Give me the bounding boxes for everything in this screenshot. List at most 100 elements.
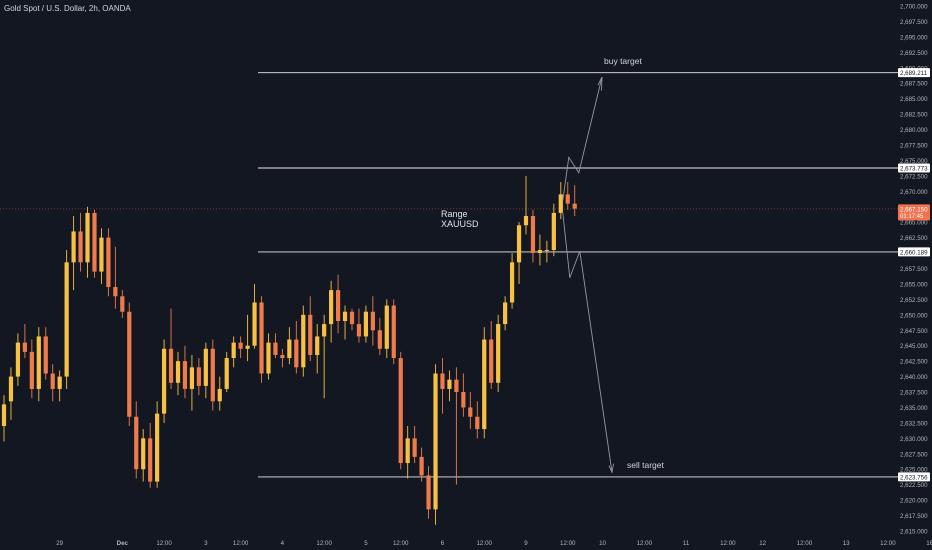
candle-body	[384, 305, 389, 349]
candle	[245, 314, 250, 362]
candle-body	[440, 373, 445, 389]
candle-body	[412, 438, 417, 457]
candle	[349, 308, 355, 331]
candle-body	[78, 231, 83, 263]
candle	[259, 296, 264, 383]
y-tick-label: 2,642.500	[900, 359, 928, 366]
candle	[482, 327, 487, 439]
current-price-text: 2,667.150	[900, 206, 928, 213]
candle-body	[468, 407, 473, 417]
x-tick-label: 12:00	[560, 540, 576, 547]
candle	[565, 182, 570, 210]
candle-body	[461, 392, 466, 408]
candle-body	[509, 262, 515, 303]
level-tag-bg	[898, 472, 930, 482]
y-tick-label: 2,647.500	[900, 328, 928, 335]
level-tag-bg	[898, 68, 930, 78]
candle-body	[398, 358, 403, 464]
y-tick-label: 2,632.500	[900, 420, 928, 427]
candle-body	[377, 330, 382, 349]
candle-body	[231, 342, 236, 359]
candle-body	[315, 336, 320, 355]
x-tick-label: 16	[926, 540, 932, 547]
candle	[266, 333, 271, 380]
candle-body	[516, 225, 522, 263]
candle	[161, 339, 167, 423]
y-tick-label: 2,670.000	[900, 189, 928, 196]
candle-body	[523, 216, 529, 226]
y-tick-label: 2,665.000	[900, 220, 928, 227]
candle	[182, 345, 188, 399]
candle	[370, 296, 375, 346]
candle-body	[280, 354, 285, 359]
candle-body	[36, 336, 41, 389]
candle	[537, 234, 543, 266]
candle	[516, 222, 522, 284]
candle	[231, 336, 236, 368]
candle	[50, 364, 55, 402]
candle	[287, 327, 292, 365]
chart-title: Gold Spot / U.S. Dollar, 2h, OANDA	[4, 4, 131, 13]
symbol-label: XAUUSD	[441, 219, 479, 229]
candle	[15, 333, 21, 386]
y-tick-label: 2,685.000	[900, 96, 928, 103]
buy-arrow-head	[597, 76, 603, 91]
x-tick-label: 12:00	[637, 540, 653, 547]
candle-body	[301, 314, 306, 368]
x-tick-label: 12:00	[797, 540, 813, 547]
candle-body	[335, 290, 341, 321]
candle	[148, 422, 153, 488]
y-tick-label: 2,675.000	[900, 158, 928, 165]
candle	[454, 367, 459, 485]
candle	[92, 209, 97, 278]
x-tick-label: Dec	[117, 540, 129, 547]
candle-body	[322, 324, 327, 337]
trend-drawings	[562, 76, 614, 474]
candle-body	[141, 438, 146, 470]
candle	[99, 228, 104, 284]
candle	[238, 336, 243, 359]
candle-body	[419, 456, 424, 476]
y-tick-label: 2,697.500	[900, 19, 928, 26]
level-price-tag: 2,673.773	[898, 163, 930, 173]
candle-body	[308, 314, 313, 355]
time-axis: 29 Dec 12:00 3 12:00 4 12:00 5 12:00 6 12:00 9 12:00…	[56, 540, 932, 547]
candle-body	[113, 287, 118, 297]
candle	[489, 321, 494, 389]
candle-body	[405, 438, 410, 464]
candle	[329, 280, 334, 343]
candle-body	[329, 290, 334, 325]
candle-body	[349, 311, 355, 325]
candle-body	[210, 348, 215, 402]
candle-body	[259, 302, 264, 374]
range-label: Range	[441, 209, 468, 219]
level-tag-text: 2,673.773	[900, 165, 928, 172]
sell-arrow-head	[608, 463, 614, 474]
x-tick-label: 4	[281, 540, 285, 547]
candle	[43, 327, 48, 380]
candle-body	[433, 373, 438, 510]
y-tick-label: 2,700.000	[900, 4, 928, 11]
candle-body	[489, 339, 494, 383]
x-tick-label: 12:00	[880, 540, 896, 547]
candle-body	[454, 379, 459, 393]
candle	[468, 392, 473, 430]
level-tag-text: 2,623.756	[900, 474, 928, 481]
candle-body	[71, 231, 76, 263]
candle-body	[572, 203, 577, 209]
candle-body	[496, 324, 501, 383]
level-tag-text: 2,660.189	[900, 249, 928, 256]
y-tick-label: 2,677.500	[900, 142, 928, 149]
candle	[551, 203, 556, 257]
y-tick-label: 2,625.000	[900, 467, 928, 474]
x-tick-label: 29	[56, 540, 63, 547]
candle	[523, 175, 529, 235]
candle	[433, 364, 438, 525]
y-tick-label: 2,627.500	[900, 451, 928, 458]
candle	[71, 216, 76, 291]
y-tick-label: 2,635.000	[900, 405, 928, 412]
level-price-tag: 2,623.756	[898, 472, 930, 482]
y-tick-label: 2,657.500	[900, 266, 928, 273]
candle-body	[57, 376, 62, 389]
